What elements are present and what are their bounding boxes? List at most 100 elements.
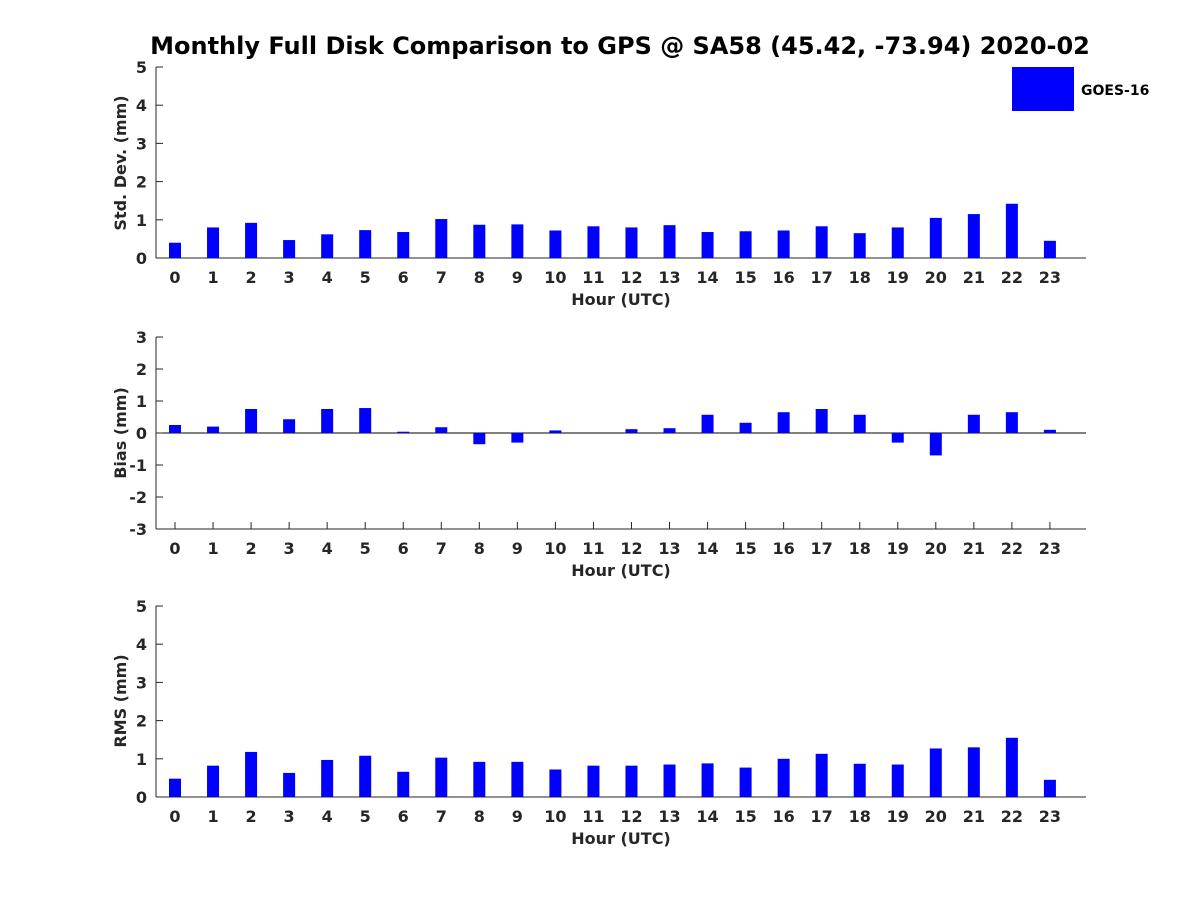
std-dev-bar-23 [1043, 240, 1056, 258]
rms-x-tick-label: 3 [284, 807, 295, 826]
bias-y-tick-label: 1 [136, 392, 147, 411]
bias-y-tick-label: 2 [136, 360, 147, 379]
bias-x-tick-label: 18 [849, 539, 871, 558]
std-dev-bar-0 [169, 242, 181, 258]
std-dev-x-tick-label: 20 [925, 268, 947, 287]
rms-y-axis-label: RMS (mm) [111, 654, 130, 747]
bias-x-axis-label: Hour (UTC) [571, 561, 671, 580]
bias-bar-7 [435, 427, 448, 433]
std-dev-x-tick-label: 5 [360, 268, 371, 287]
rms-bar-20 [929, 748, 942, 797]
std-dev-bar-6 [397, 232, 410, 258]
bias-y-tick-label: -3 [129, 520, 147, 539]
std-dev-x-tick-label: 7 [436, 268, 447, 287]
std-dev-bar-5 [359, 230, 372, 258]
bias-y-tick-label: -2 [129, 488, 147, 507]
bias-x-tick-label: 14 [696, 539, 718, 558]
std-dev-bar-22 [1005, 203, 1018, 258]
std-dev-bar-15 [739, 231, 752, 258]
std-dev-bar-9 [511, 224, 524, 258]
rms-bar-14 [701, 763, 714, 797]
rms-y-tick-label: 2 [136, 712, 147, 731]
rms-bar-13 [663, 764, 676, 797]
std-dev-x-axis-label: Hour (UTC) [571, 290, 671, 309]
bias-bar-2 [245, 409, 258, 433]
bias-y-tick-label: 0 [136, 424, 147, 443]
rms-x-tick-label: 15 [734, 807, 756, 826]
bias-bar-5 [359, 408, 372, 433]
rms-bar-3 [283, 772, 296, 797]
std-dev-x-tick-label: 8 [474, 268, 485, 287]
std-dev-x-tick-label: 21 [963, 268, 985, 287]
rms-x-tick-label: 11 [582, 807, 604, 826]
std-dev-y-tick-label: 4 [136, 96, 147, 115]
std-dev-bar-12 [625, 227, 638, 258]
bias-x-tick-label: 12 [620, 539, 642, 558]
rms-bar-9 [511, 761, 524, 797]
std-dev-x-tick-label: 9 [512, 268, 523, 287]
rms-x-tick-label: 16 [773, 807, 795, 826]
rms-x-tick-label: 18 [849, 807, 871, 826]
rms-y-tick-label: 0 [136, 788, 147, 807]
rms-bar-2 [245, 751, 258, 797]
std-dev-x-tick-label: 22 [1001, 268, 1023, 287]
std-dev-bar-3 [283, 240, 296, 258]
rms-x-tick-label: 21 [963, 807, 985, 826]
rms-x-tick-label: 4 [322, 807, 333, 826]
std-dev-y-tick-label: 2 [136, 173, 147, 192]
std-dev-x-tick-label: 11 [582, 268, 604, 287]
std-dev-y-tick-label: 3 [136, 134, 147, 153]
std-dev-x-tick-label: 10 [544, 268, 566, 287]
rms-x-axis-label: Hour (UTC) [571, 829, 671, 848]
bias-x-tick-label: 8 [474, 539, 485, 558]
rms-bar-1 [207, 765, 220, 797]
rms-bar-12 [625, 765, 638, 797]
rms-bar-11 [587, 765, 600, 797]
std-dev-x-tick-label: 17 [811, 268, 833, 287]
std-dev-x-tick-label: 15 [734, 268, 756, 287]
rms-x-tick-label: 6 [398, 807, 409, 826]
bias-bar-22 [1005, 412, 1018, 433]
std-dev-x-tick-label: 3 [284, 268, 295, 287]
bias-x-tick-label: 2 [246, 539, 257, 558]
bias-x-tick-label: 17 [811, 539, 833, 558]
rms-bar-15 [739, 767, 752, 797]
bias-bar-15 [739, 422, 752, 433]
bias-x-tick-label: 16 [773, 539, 795, 558]
rms-bar-8 [473, 761, 486, 797]
std-dev-x-tick-label: 12 [620, 268, 642, 287]
bias-bar-10 [549, 430, 562, 433]
std-dev-bar-16 [777, 230, 790, 258]
std-dev-x-tick-label: 16 [773, 268, 795, 287]
rms-bar-4 [321, 759, 334, 797]
bias-bar-18 [853, 414, 866, 433]
std-dev-bar-13 [663, 225, 676, 258]
std-dev-x-tick-label: 2 [246, 268, 257, 287]
bias-y-tick-label: -1 [129, 456, 147, 475]
rms-bar-18 [853, 763, 866, 797]
std-dev-x-tick-label: 13 [658, 268, 680, 287]
bias-bar-14 [701, 414, 714, 433]
bias-x-tick-label: 10 [544, 539, 566, 558]
bias-bar-0 [169, 425, 181, 433]
rms-x-tick-label: 23 [1039, 807, 1061, 826]
rms-x-tick-label: 13 [658, 807, 680, 826]
std-dev-x-tick-label: 18 [849, 268, 871, 287]
rms-bar-19 [891, 764, 904, 797]
bias-bar-8 [473, 433, 486, 445]
std-dev-x-tick-label: 23 [1039, 268, 1061, 287]
std-dev-bar-21 [967, 214, 980, 258]
std-dev-bar-8 [473, 224, 486, 258]
bias-x-tick-label: 0 [169, 539, 180, 558]
rms-x-tick-label: 8 [474, 807, 485, 826]
std-dev-x-tick-label: 1 [207, 268, 218, 287]
bias-x-tick-label: 23 [1039, 539, 1061, 558]
bias-bar-12 [625, 429, 638, 433]
std-dev-bar-7 [435, 219, 448, 258]
std-dev-bar-19 [891, 227, 904, 258]
std-dev-bar-20 [929, 217, 942, 258]
rms-y-tick-label: 4 [136, 635, 147, 654]
